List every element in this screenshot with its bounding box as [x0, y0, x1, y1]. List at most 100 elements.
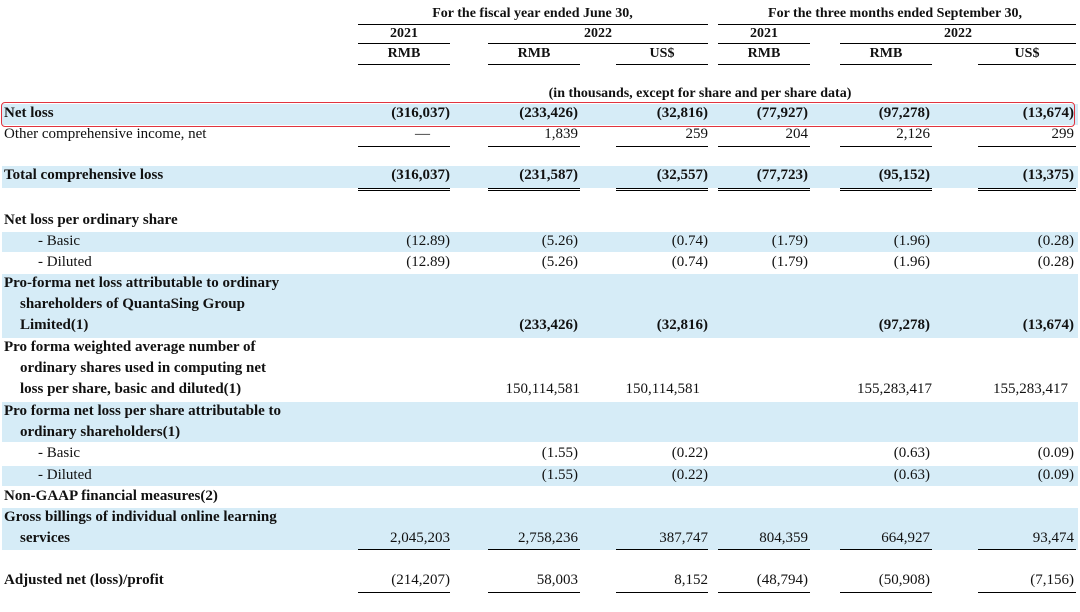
row-band	[2, 232, 1078, 252]
subtotal-rule	[978, 549, 1076, 550]
subtotal-rule	[978, 146, 1076, 147]
subtotal-rule	[616, 549, 708, 550]
cell: 664,927	[881, 530, 930, 546]
total-double-rule	[718, 188, 810, 191]
row-label: - Basic	[38, 445, 81, 461]
header-rule	[616, 64, 708, 65]
cell: (13,674)	[1022, 105, 1074, 121]
table-row-section: Net loss per ordinary share	[0, 211, 1080, 232]
cell: (0.28)	[1037, 254, 1074, 270]
cell: (0.63)	[893, 445, 930, 461]
cell: (32,816)	[656, 317, 708, 333]
cell: (5.26)	[541, 254, 578, 270]
cell: (1.79)	[771, 233, 808, 249]
units-note: (in thousands, except for share and per …	[548, 86, 852, 101]
row-label: Pro forma net loss per share attributabl…	[4, 403, 282, 419]
table-row-total-comprehensive-loss: Total comprehensive loss (316,037) (231,…	[0, 166, 1080, 187]
table-row-section: Gross billings of individual online lear…	[0, 508, 1080, 529]
row-label: Other comprehensive income, net	[4, 126, 207, 142]
table-row-section: ordinary shares used in computing net	[0, 359, 1080, 380]
table-row-basic: - Basic (12.89) (5.26) (0.74) (1.79) (1.…	[0, 232, 1080, 253]
row-band	[2, 466, 1078, 486]
currency-label: RMB	[517, 46, 551, 61]
cell: (95,152)	[878, 167, 930, 183]
cell: (0.22)	[671, 445, 708, 461]
cell: 804,359	[759, 530, 808, 546]
currency-label: RMB	[869, 46, 903, 61]
header-rule	[358, 43, 450, 44]
header-rule	[718, 64, 810, 65]
cell: (0.09)	[1037, 467, 1074, 483]
row-label: Pro-forma net loss attributable to ordin…	[4, 275, 280, 291]
header-rule	[488, 43, 708, 44]
subtotal-rule	[840, 146, 932, 147]
cell: 259	[685, 126, 709, 142]
header-fiscal-year: For the fiscal year ended June 30,	[432, 6, 633, 21]
total-double-rule	[840, 188, 932, 191]
subtotal-rule	[358, 549, 450, 550]
row-label: Net loss per ordinary share	[4, 212, 178, 228]
table-row-section: Pro-forma net loss attributable to ordin…	[0, 274, 1080, 295]
table-row-pf-basic: - Basic (1.55) (0.22) (0.63) (0.09)	[0, 444, 1080, 465]
header-year: 2021	[750, 26, 778, 41]
row-label: - Basic	[38, 233, 81, 249]
row-label: - Diluted	[38, 467, 92, 483]
table-row-diluted: - Diluted (12.89) (5.26) (0.74) (1.79) (…	[0, 253, 1080, 274]
header-year: 2021	[390, 26, 418, 41]
cell: (32,816)	[656, 105, 708, 121]
cell: 58,003	[536, 572, 578, 588]
row-label: ordinary shares used in computing net	[20, 360, 267, 376]
subtotal-rule	[718, 146, 810, 147]
currency-label: RMB	[387, 46, 421, 61]
header-rule	[840, 43, 1076, 44]
cell: 93,474	[1032, 530, 1074, 546]
table-row-section: Pro forma weighted average number of	[0, 338, 1080, 359]
currency-label: US$	[1014, 46, 1040, 61]
table-row-oci: Other comprehensive income, net — 1,839 …	[0, 125, 1080, 146]
subtotal-rule	[616, 592, 708, 593]
row-label: ordinary shareholders(1)	[20, 424, 181, 440]
header-three-months: For the three months ended September 30,	[768, 6, 1022, 21]
row-label: Pro forma weighted average number of	[4, 339, 256, 355]
subtotal-rule	[488, 592, 580, 593]
cell: 2,126	[896, 126, 930, 142]
total-double-rule	[978, 188, 1076, 191]
cell: (13,674)	[1022, 317, 1074, 333]
subtotal-rule	[840, 592, 932, 593]
cell: 155,283,417	[857, 381, 932, 397]
cell: 150,114,581	[625, 381, 700, 397]
cell: 2,045,203	[390, 530, 450, 546]
cell: 8,152	[674, 572, 708, 588]
table-row-gross-billings: services 2,045,203 2,758,236 387,747 804…	[0, 529, 1080, 550]
subtotal-rule	[978, 592, 1076, 593]
cell: (233,426)	[519, 317, 578, 333]
cell: (7,156)	[1030, 572, 1074, 588]
table-row-weighted-average: loss per share, basic and diluted(1) 150…	[0, 380, 1080, 401]
subtotal-rule	[840, 549, 932, 550]
cell: (0.63)	[893, 467, 930, 483]
cell: (97,278)	[878, 317, 930, 333]
currency-label: RMB	[747, 46, 781, 61]
cell: (5.26)	[541, 233, 578, 249]
row-label: Adjusted net (loss)/profit	[4, 572, 164, 588]
total-double-rule	[616, 188, 708, 191]
cell: (77,927)	[756, 105, 808, 121]
total-double-rule	[358, 188, 450, 191]
cell: —	[415, 126, 430, 142]
row-band	[2, 402, 1078, 442]
cell: (1.55)	[541, 467, 578, 483]
row-label: services	[20, 530, 70, 546]
table-row-pf-diluted: - Diluted (1.55) (0.22) (0.63) (0.09)	[0, 466, 1080, 487]
cell: (316,037)	[391, 105, 450, 121]
highlight-box	[1, 102, 1075, 127]
cell: (0.09)	[1037, 445, 1074, 461]
row-band	[2, 508, 1078, 550]
table-row-net-loss: Net loss (316,037) (233,426) (32,816) (7…	[0, 104, 1080, 125]
header-rule	[718, 43, 810, 44]
cell: (1.96)	[893, 233, 930, 249]
cell: (50,908)	[878, 572, 930, 588]
cell: (231,587)	[519, 167, 578, 183]
cell: 1,839	[544, 126, 578, 142]
table-row-pro-forma-net-loss: Limited(1) (233,426) (32,816) (97,278) (…	[0, 316, 1080, 337]
cell: 2,758,236	[518, 530, 578, 546]
